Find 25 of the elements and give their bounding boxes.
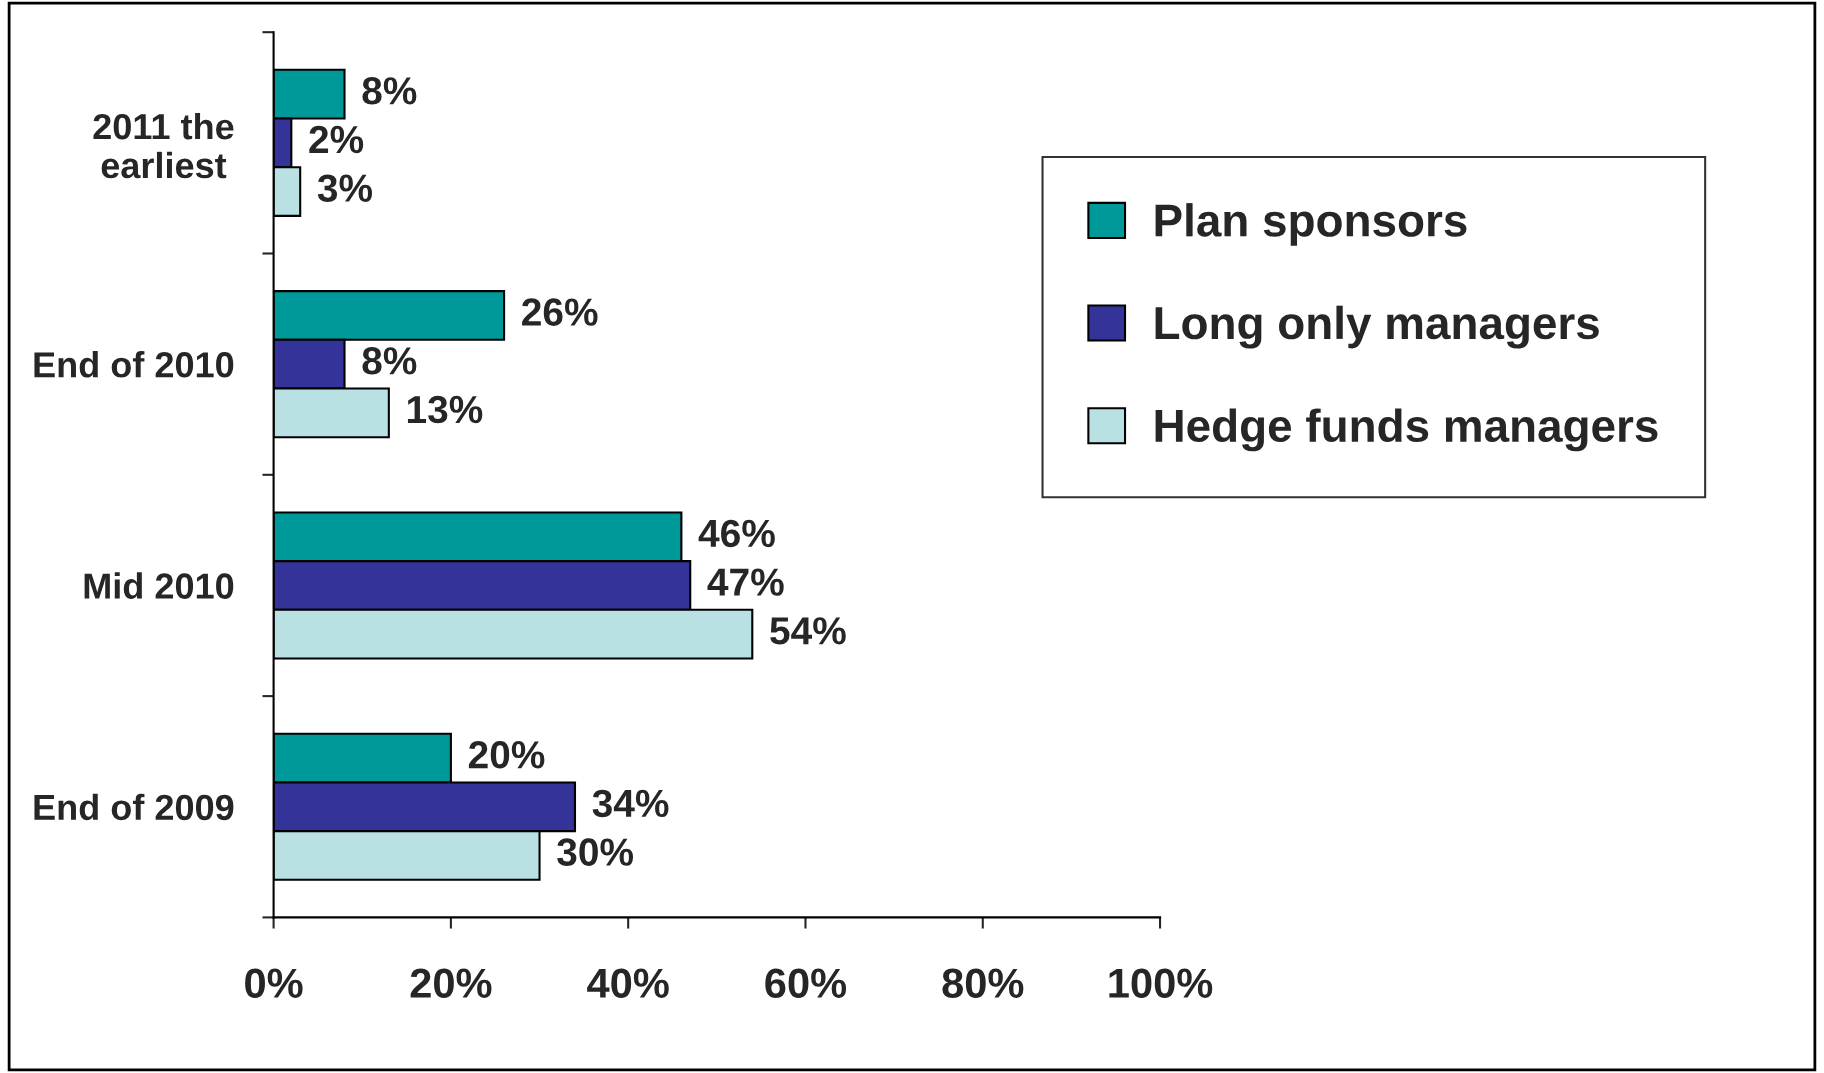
x-tick-label: 40% xyxy=(587,968,669,999)
y-tick-label: 2011 the earliest xyxy=(93,112,234,179)
data-label: 3% xyxy=(317,174,373,203)
data-label: 2% xyxy=(309,125,364,154)
data-label: 54% xyxy=(770,617,846,645)
data-label: 20% xyxy=(468,740,545,769)
data-label: 47% xyxy=(707,568,784,596)
data-label: 13% xyxy=(407,395,483,424)
data-label: 34% xyxy=(592,789,669,818)
data-label: 46% xyxy=(698,519,775,548)
legend-label: Plan sponsors xyxy=(1155,203,1467,246)
y-tick-label: Mid 2010 xyxy=(84,572,234,599)
x-tick-label: 80% xyxy=(942,968,1024,999)
x-tick-label: 100% xyxy=(1109,968,1213,999)
x-tick-label: 20% xyxy=(410,968,492,999)
data-label: 30% xyxy=(557,838,634,866)
x-tick-label: 0% xyxy=(245,968,303,999)
data-label: 26% xyxy=(522,298,598,326)
legend-label: Long only managers xyxy=(1155,305,1599,349)
legend-label: Hedge funds managers xyxy=(1155,408,1658,452)
x-tick-label: 60% xyxy=(765,968,847,999)
y-tick-label: End of 2010 xyxy=(34,351,234,378)
y-tick-label: End of 2009 xyxy=(34,793,234,821)
data-label: 8% xyxy=(362,347,417,375)
data-label: 8% xyxy=(362,77,417,105)
